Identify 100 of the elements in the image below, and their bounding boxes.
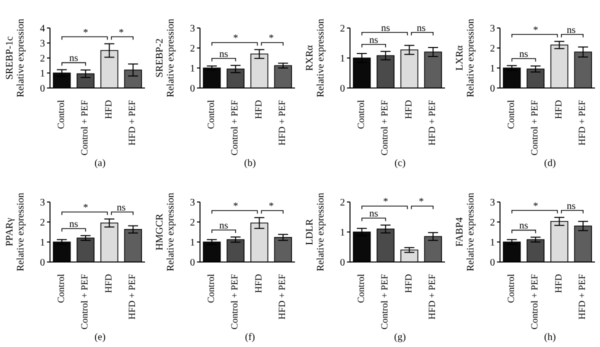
text: (f) (244, 332, 256, 342)
x-tick-label: Control (356, 273, 367, 303)
x-tick-label: Control + PEF (80, 274, 91, 330)
annotation: ns (369, 34, 378, 46)
text: (a) (93, 158, 107, 169)
annotation: ns (219, 48, 228, 60)
y-tick-label: 1 (40, 237, 45, 248)
x-tick-label: HFD + PEF (578, 100, 588, 146)
annotation: ns (416, 22, 426, 34)
text: (c) (393, 158, 407, 169)
x-tick-label: HFD + PEF (128, 274, 138, 319)
x-tick-label: HFD (404, 100, 414, 120)
annotation: ns (566, 200, 576, 212)
annotation: ns (69, 218, 78, 230)
x-tick-label: Control + PEF (80, 100, 91, 156)
y-tick-label: 3 (190, 197, 195, 208)
y-axis-title: PPARγ Relative expression (4, 192, 26, 271)
y-tick-label: 0 (490, 84, 495, 95)
y-tick-label: 4 (40, 24, 45, 35)
x-tick-label: Control (206, 273, 217, 303)
annotation: * (233, 200, 238, 212)
y-tick-label: 3 (40, 38, 45, 50)
text: (h) (543, 332, 557, 342)
y-tick-label: 0 (40, 84, 45, 95)
x-tick-label: HFD + PEF (278, 100, 288, 146)
x-tick-label: HFD + PEF (578, 274, 588, 319)
y-tick-label: 0 (40, 257, 45, 268)
y-tick-label: 2 (190, 217, 195, 228)
y-axis-title: HMGCR Relative expression (154, 192, 176, 271)
annotation: ns (116, 202, 126, 213)
x-tick-label: HFD (404, 273, 414, 293)
y-tick-label: 0 (340, 257, 345, 268)
x-tick-label: Control (356, 100, 367, 130)
x-tick-label: HFD (104, 273, 114, 293)
y-tick-label: 2 (40, 217, 45, 228)
x-tick-label: Control + PEF (230, 274, 241, 330)
y-tick-label: 0 (340, 84, 345, 95)
annotation: ns (566, 24, 576, 36)
annotation: * (533, 200, 538, 212)
y-tick-label: 2 (490, 217, 495, 228)
x-tick-label: HFD + PEF (278, 274, 288, 319)
annotation: * (118, 27, 124, 38)
text: (e) (93, 332, 107, 342)
x-tick-label: HFD (254, 273, 264, 293)
annotation: * (233, 33, 238, 44)
x-tick-label: HFD (104, 100, 114, 120)
y-tick-label: 1 (340, 54, 345, 65)
y-tick-label: 3 (490, 24, 495, 35)
annotation: * (268, 200, 274, 212)
x-tick-label: Control (56, 273, 67, 303)
annotation: * (268, 33, 274, 44)
y-tick-label: 1 (190, 237, 195, 248)
x-tick-label: Control (206, 100, 217, 130)
annotation: ns (519, 220, 528, 232)
y-tick-label: 0 (190, 84, 195, 95)
y-tick-label: 2 (340, 24, 345, 35)
text: (g) (393, 332, 407, 342)
x-tick-label: HFD (554, 273, 564, 293)
annotation: * (418, 196, 424, 208)
y-tick-label: 1 (490, 64, 495, 75)
text: (b) (243, 158, 257, 169)
y-tick-label: 1 (490, 237, 495, 248)
text: (d) (543, 158, 557, 169)
y-axis-title: FABP4 Relative expression (454, 192, 476, 271)
x-tick-label: Control + PEF (380, 274, 391, 330)
x-tick-label: HFD + PEF (428, 274, 438, 319)
x-tick-label: HFD + PEF (128, 100, 138, 146)
y-tick-label: 2 (190, 44, 195, 55)
annotation: ns (219, 220, 228, 231)
x-tick-label: HFD (254, 100, 264, 120)
x-tick-label: Control + PEF (530, 100, 541, 156)
y-tick-label: 1 (190, 64, 195, 75)
y-tick-label: 2 (40, 54, 45, 65)
y-axis-title: LDLR Relative expression (304, 192, 326, 271)
y-axis-title: RXRα Relative expression (304, 18, 326, 98)
x-tick-label: Control + PEF (230, 100, 241, 156)
y-tick-label: 2 (490, 44, 495, 55)
annotation: * (83, 27, 88, 38)
annotation: * (383, 196, 388, 208)
annotation: ns (69, 53, 78, 64)
y-tick-label: 2 (340, 197, 345, 208)
y-tick-label: 3 (40, 197, 45, 208)
y-tick-label: 3 (490, 197, 495, 208)
y-axis-title: LXRα Relative expression (454, 18, 476, 98)
y-tick-label: 0 (190, 257, 195, 268)
x-tick-label: HFD + PEF (428, 100, 438, 146)
annotation: ns (519, 49, 528, 60)
x-tick-label: HFD (554, 100, 564, 120)
annotation: * (533, 24, 538, 36)
x-tick-label: Control (506, 273, 517, 303)
x-tick-label: Control + PEF (380, 100, 391, 156)
y-tick-label: 3 (190, 24, 195, 35)
y-tick-label: 1 (340, 227, 345, 238)
x-tick-label: Control (56, 100, 67, 130)
y-tick-label: 0 (490, 257, 495, 268)
x-tick-label: Control (506, 100, 517, 130)
annotation: ns (369, 208, 378, 220)
y-axis-title: SREBP-1c Relative expression (4, 18, 26, 98)
x-tick-label: Control + PEF (530, 274, 541, 330)
y-axis-title: SREBP-2 Relative expression (154, 18, 176, 98)
